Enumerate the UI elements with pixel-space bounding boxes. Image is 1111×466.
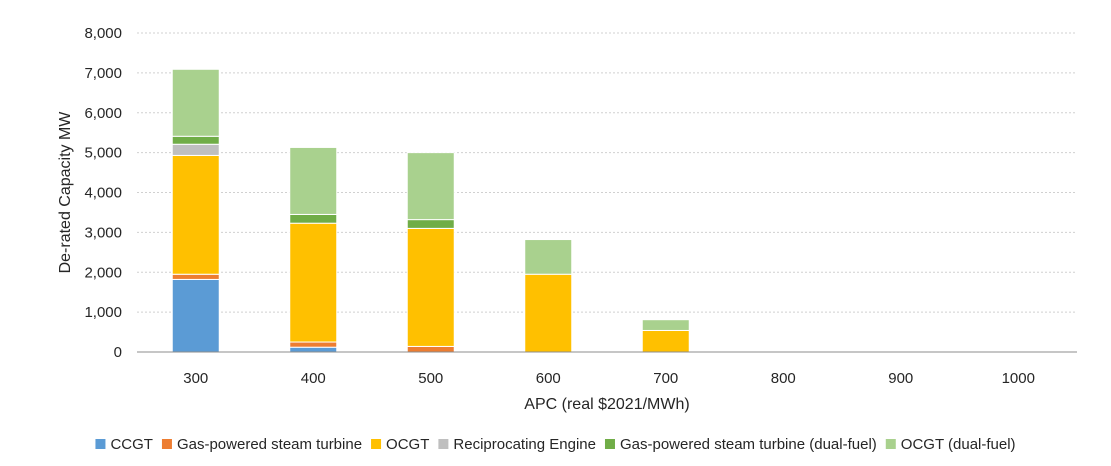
- legend-label: Gas-powered steam turbine (dual-fuel): [620, 436, 877, 453]
- y-tick-label: 3,000: [84, 224, 122, 241]
- bar-segment: [406, 345, 455, 353]
- legend-label: OCGT: [386, 436, 429, 453]
- legend-label: CCGT: [110, 436, 153, 453]
- bars: [171, 68, 690, 353]
- bar-segment: [641, 319, 690, 331]
- x-axis-title: APC (real $2021/MWh): [524, 396, 689, 413]
- legend-label: Reciprocating Engine: [453, 436, 596, 453]
- legend: CCGT Gas-powered steam turbine OCGT Recipro…: [95, 436, 1016, 453]
- legend-swatch: [885, 439, 896, 449]
- y-axis-title: De-rated Capacity MW: [57, 111, 74, 274]
- gridlines: [137, 32, 1077, 313]
- bar-segment: [289, 341, 338, 348]
- bar-segment: [171, 135, 220, 145]
- legend-item: OCGT (dual-fuel): [885, 436, 1016, 453]
- legend-swatch: [438, 439, 449, 449]
- y-tick-label: 0: [114, 344, 122, 361]
- bar-segment: [406, 152, 455, 221]
- y-tick-label: 4,000: [84, 185, 122, 202]
- bar-segment: [406, 227, 455, 347]
- bar-segment: [524, 239, 573, 275]
- bar-segment: [171, 68, 220, 137]
- x-tick-label: 800: [771, 370, 796, 387]
- legend-item: Reciprocating Engine: [438, 436, 596, 453]
- legend-item: Gas-powered steam turbine: [161, 436, 362, 453]
- bar-segment: [171, 143, 220, 156]
- bar-segment: [289, 146, 338, 215]
- y-tick-label: 5,000: [84, 145, 122, 162]
- x-tick-label: 400: [301, 370, 326, 387]
- x-tick-label: 900: [888, 370, 913, 387]
- bar-segment: [289, 346, 338, 353]
- legend-label: Gas-powered steam turbine: [177, 436, 362, 453]
- legend-swatch: [604, 439, 615, 449]
- legend-item: Gas-powered steam turbine (dual-fuel): [604, 436, 877, 453]
- x-tick-label: 700: [653, 370, 678, 387]
- y-tick-label: 1,000: [84, 304, 122, 321]
- legend-item: OCGT: [371, 436, 429, 453]
- legend-swatch: [95, 439, 106, 449]
- y-tick-label: 7,000: [84, 65, 122, 82]
- y-tick-labels: 0 1,000 2,000 3,000 4,000 5,000 6,000 7,000 8,00…: [84, 25, 122, 361]
- legend-swatch: [371, 439, 382, 449]
- bar-segment: [406, 219, 455, 229]
- legend-item: CCGT: [95, 436, 153, 453]
- bar-segment: [171, 154, 220, 275]
- x-tick-label: 500: [418, 370, 443, 387]
- bar-segment: [171, 273, 220, 280]
- y-tick-label: 6,000: [84, 105, 122, 122]
- x-tick-labels: 300 400 500 600 700 800 900 1000: [183, 370, 1035, 387]
- bar-segment: [289, 222, 338, 343]
- x-tick-label: 1000: [1002, 370, 1035, 387]
- x-tick-label: 600: [536, 370, 561, 387]
- bar-segment: [641, 329, 690, 353]
- bar-segment: [171, 278, 220, 353]
- legend-label: OCGT (dual-fuel): [901, 436, 1016, 453]
- bar-segment: [289, 213, 338, 224]
- bar-segment: [524, 273, 573, 353]
- y-tick-label: 2,000: [84, 264, 122, 281]
- x-tick-label: 300: [183, 370, 208, 387]
- y-tick-label: 8,000: [84, 25, 122, 42]
- legend-swatch: [161, 439, 172, 449]
